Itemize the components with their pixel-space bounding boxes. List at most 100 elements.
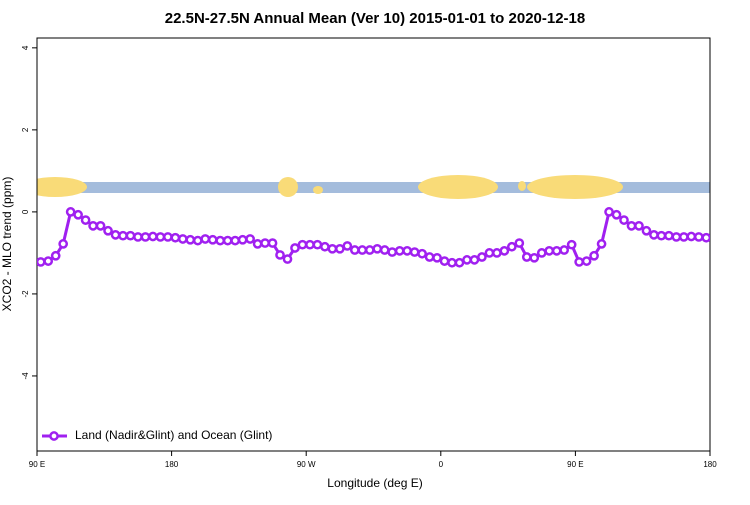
data-point <box>417 248 427 259</box>
data-point <box>626 220 637 231</box>
data-point <box>125 230 136 241</box>
data-point <box>230 235 241 246</box>
data-point <box>155 232 166 242</box>
data-point <box>357 245 368 255</box>
data-point <box>634 220 644 231</box>
data-point <box>207 234 218 245</box>
data-point <box>424 252 435 262</box>
data-point <box>656 230 667 241</box>
data-point <box>148 231 158 242</box>
data-point <box>521 252 532 262</box>
data-point <box>349 245 360 255</box>
data-point <box>177 234 188 244</box>
data-point <box>574 257 584 267</box>
data-point <box>447 257 457 268</box>
data-point <box>237 234 248 245</box>
data-point <box>394 246 405 256</box>
data-point <box>50 250 61 261</box>
data-point <box>432 252 442 263</box>
data-point <box>701 232 710 243</box>
data-point <box>222 235 233 246</box>
x-tick-label: 90 W <box>297 460 316 469</box>
y-axis-label: XCO2 - MLO trend (ppm) <box>0 177 14 312</box>
data-point <box>409 247 420 257</box>
data-point <box>58 239 69 249</box>
legend-marker <box>49 431 59 441</box>
data-point <box>73 209 83 220</box>
data-point <box>364 245 375 255</box>
data-point <box>88 220 98 231</box>
data-point <box>275 250 285 260</box>
data-point <box>215 235 226 246</box>
x-tick-label: 90 E <box>567 460 583 469</box>
y-tick-label: -2 <box>21 290 30 298</box>
data-point <box>596 239 607 249</box>
data-point <box>80 215 91 225</box>
data-point <box>559 245 570 255</box>
data-point <box>110 230 121 240</box>
data-point <box>335 243 345 254</box>
data-point <box>671 232 682 242</box>
data-point <box>536 248 547 258</box>
data-point <box>529 252 540 263</box>
data-point <box>133 232 143 242</box>
y-tick-label: 4 <box>21 45 30 50</box>
data-point <box>185 234 196 245</box>
data-point <box>544 246 555 256</box>
data-point <box>297 239 308 250</box>
data-point <box>402 246 412 256</box>
data-point <box>454 257 465 268</box>
data-point <box>65 207 76 217</box>
data-point <box>118 230 128 241</box>
data-point <box>342 241 353 251</box>
data-point <box>200 234 211 244</box>
data-point <box>581 256 592 266</box>
data-point <box>320 241 330 252</box>
data-point <box>282 254 293 264</box>
data-point <box>678 232 689 242</box>
data-point <box>267 238 278 248</box>
x-tick-label: 90 E <box>29 460 45 469</box>
data-point <box>103 225 113 236</box>
data-point <box>290 243 300 253</box>
data-point <box>589 250 599 261</box>
data-point <box>499 246 510 256</box>
data-point <box>379 245 390 255</box>
plot-frame <box>36 37 711 452</box>
data-point <box>469 255 480 265</box>
data-point <box>641 225 652 236</box>
data-point <box>664 230 674 241</box>
data-point <box>140 232 151 242</box>
data-point <box>462 255 472 265</box>
data-point <box>327 243 338 254</box>
data-point <box>604 207 614 217</box>
data-point <box>566 239 577 250</box>
data-point <box>477 252 487 262</box>
data-point <box>492 248 502 258</box>
data-point <box>611 209 622 220</box>
data-point <box>252 239 263 249</box>
x-axis-label: Longitude (deg E) <box>327 476 422 490</box>
data-point <box>37 257 46 267</box>
data-point <box>551 246 562 256</box>
data-point <box>95 220 106 231</box>
data-point <box>372 243 383 254</box>
y-tick-label: 0 <box>21 209 30 214</box>
data-point <box>649 230 659 240</box>
data-point <box>192 235 203 246</box>
data-point <box>43 256 54 266</box>
data-point <box>305 239 315 250</box>
map-strip <box>37 175 710 199</box>
data-point <box>245 234 255 244</box>
data-point <box>170 232 181 243</box>
data-point <box>693 232 704 242</box>
series <box>37 207 710 268</box>
x-tick-label: 180 <box>703 460 717 469</box>
data-point <box>439 256 450 266</box>
data-point <box>514 238 525 248</box>
y-tick-label: 2 <box>21 127 30 132</box>
data-point <box>260 238 270 248</box>
legend: Land (Nadir&Glint) and Ocean (Glint) <box>42 428 272 442</box>
data-point <box>312 239 323 250</box>
